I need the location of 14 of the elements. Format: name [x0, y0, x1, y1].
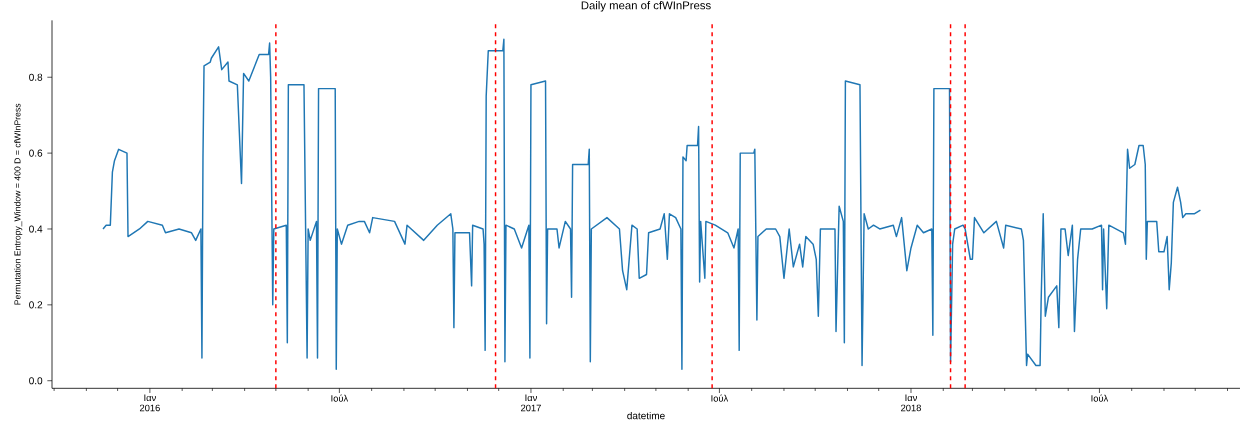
x-tick-label: Ιούλ — [1091, 394, 1109, 402]
x-tick-label: Ιούλ — [331, 394, 349, 402]
y-axis-title: Permutation Entropy_Window = 400 D = cfWInPress — [14, 103, 23, 305]
y-tick-label: 0.2 — [29, 301, 43, 309]
y-tick-label: 0.0 — [29, 377, 43, 385]
x-tick-label: Ιαν 2017 — [521, 394, 541, 412]
x-tick-label: Ιούλ — [711, 394, 729, 402]
x-tick-label: Ιαν 2016 — [139, 394, 160, 412]
y-tick-label: 0.8 — [29, 73, 43, 81]
y-tick-label: 0.6 — [29, 149, 43, 157]
x-tick-label: Ιαν 2018 — [901, 394, 921, 412]
y-tick-label: 0.4 — [29, 225, 43, 233]
x-axis-title: datetime — [627, 411, 665, 420]
chart-title: Daily mean of cfWInPress — [581, 1, 711, 12]
